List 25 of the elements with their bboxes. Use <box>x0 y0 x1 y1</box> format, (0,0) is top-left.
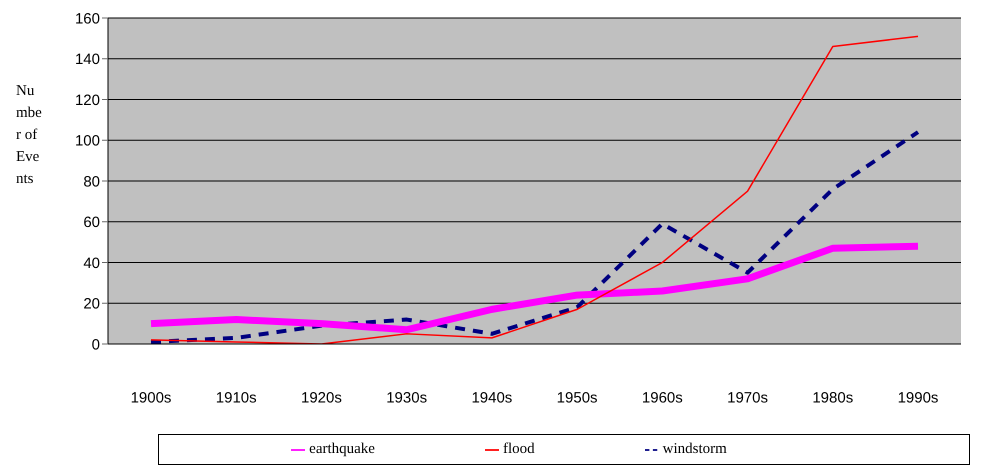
line-series <box>150 36 919 344</box>
legend-label: windstorm <box>662 441 727 457</box>
legend-label: flood <box>502 441 535 457</box>
y-tick-label: 60 <box>83 214 100 232</box>
y-tick-label: 80 <box>83 173 100 190</box>
x-tick-label: 1950s <box>556 390 598 407</box>
x-tick-label: 1960s <box>642 390 683 407</box>
y-axis-title: Number of Events <box>16 82 42 189</box>
y-tick-label: 140 <box>74 51 100 68</box>
x-tick-label: 1930s <box>386 390 428 407</box>
x-tick-label: 1970s <box>727 390 768 407</box>
y-tick-label: 0 <box>92 336 100 354</box>
x-tick-label: 1940s <box>471 390 512 407</box>
legend-label: earthquake <box>309 441 375 457</box>
y-tick-label: 120 <box>74 92 100 109</box>
line-series <box>149 130 920 344</box>
y-tick-label: 20 <box>83 296 100 313</box>
x-tick-label: 1980s <box>812 390 854 407</box>
y-tick-label: 160 <box>74 10 100 28</box>
x-tick-label: 1990s <box>898 390 938 407</box>
x-tick-label: 1900s <box>130 390 172 407</box>
y-tick-label: 100 <box>74 132 100 150</box>
x-tick-label: 1920s <box>301 390 342 407</box>
y-tick-label: 40 <box>83 254 100 272</box>
x-tick-label: 1910s <box>216 390 257 407</box>
